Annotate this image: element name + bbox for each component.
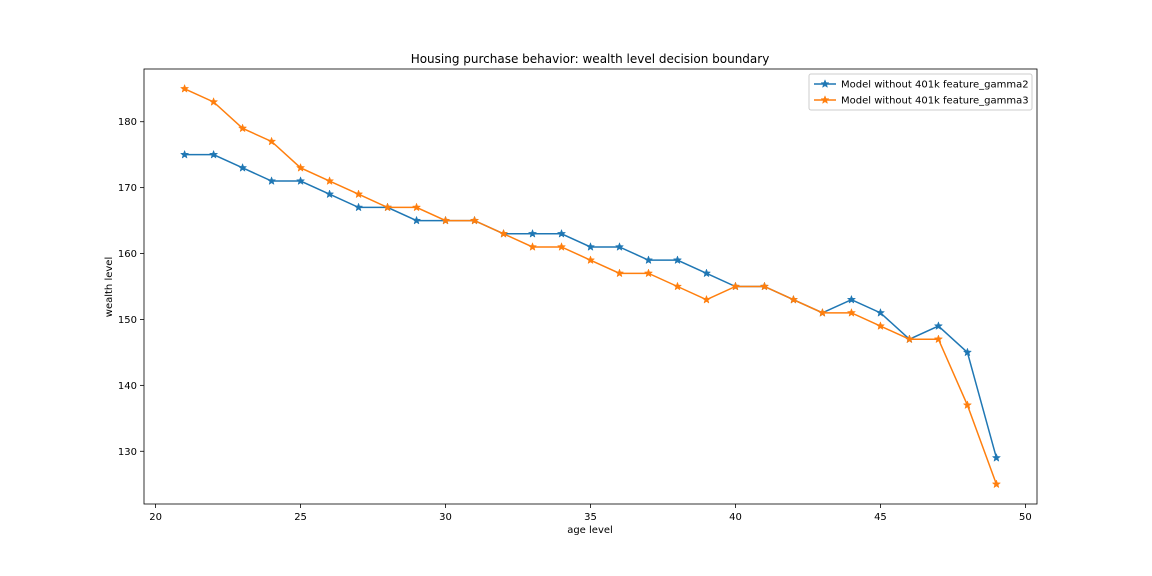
series-2-point [991,479,1002,489]
x-tick-label: 20 [149,512,162,523]
series-2-point [817,307,828,317]
series-2-point [324,176,335,186]
x-tick-label: 35 [584,512,597,523]
series-2-point [759,281,770,291]
series-2-point [643,268,654,278]
series-2-point [672,281,683,291]
x-axis-label: age level [567,525,613,536]
series-1-point [556,228,567,238]
y-tick-label: 140 [118,381,137,392]
legend-swatch-marker [820,79,830,88]
series-2-point [527,242,538,251]
series-2-point [469,215,480,225]
series-1-point [933,321,944,331]
y-tick-label: 130 [118,447,137,458]
series-2-point [208,97,219,106]
series-1-point [875,307,886,317]
series-2-point [498,228,509,238]
series-1-point [295,176,306,186]
series-1 [179,149,1002,462]
series-2-point [875,321,886,331]
y-tick-label: 150 [118,315,137,326]
series-1-point [527,228,538,238]
y-axis-label: wealth level [104,257,115,317]
x-tick-label: 45 [874,512,887,523]
series-2-point [904,334,915,344]
series-1-point [962,347,973,357]
legend-box [808,73,1033,111]
series-1-point [324,189,335,199]
series-2-point [585,255,596,265]
x-tick-label: 25 [294,512,307,523]
series-2-point [730,281,741,291]
series-1-point [672,255,683,265]
series-1-point [353,202,364,212]
series-1-point [237,162,248,172]
series-2-point [266,136,277,146]
y-tick-label: 180 [118,117,137,128]
x-tick-label: 30 [439,512,452,523]
series-2-point [788,294,799,304]
series-1-point [991,452,1002,462]
series-1-point [614,242,625,251]
series-2-line [184,88,998,485]
legend-entry: Model without 401k feature_gamma2 [841,80,1029,91]
legend-swatch-marker [820,95,830,104]
series-2-point [295,162,306,172]
series-1-point [643,255,654,265]
series-2 [179,83,1002,489]
plot-area: 20 25 30 35 40 45 50 130 140 150 160 170 180 Model wi… [118,68,1038,523]
x-tick-label: 40 [729,512,742,523]
plot-frame [143,68,1038,505]
series-2-point [701,294,712,304]
legend: Model without 401k feature_gamma2 Model w… [808,73,1033,111]
series-2-point [382,202,393,212]
series-2-point [237,123,248,133]
series-1-point [266,176,277,186]
series-2-point [440,215,451,225]
series-1-point [179,149,190,159]
chart-title: Housing purchase behavior: wealth level … [411,52,770,66]
series-2-point [411,202,422,212]
series-2-point [846,307,857,317]
series-1-point [411,215,422,225]
series-2-point [962,400,973,410]
series-1-line [184,153,998,459]
series-1-point [208,149,219,159]
series-2-point [179,83,190,93]
y-tick-label: 170 [118,183,137,194]
y-tick-label: 160 [118,249,137,260]
x-tick-label: 50 [1019,512,1032,523]
series-1-point [846,294,857,304]
series-2-point [353,189,364,199]
series-2-point [933,334,944,344]
series-1-point [585,242,596,251]
series-2-point [556,242,567,251]
series-1-point [701,268,712,278]
series-2-point [614,268,625,278]
legend-entry: Model without 401k feature_gamma3 [841,96,1029,107]
